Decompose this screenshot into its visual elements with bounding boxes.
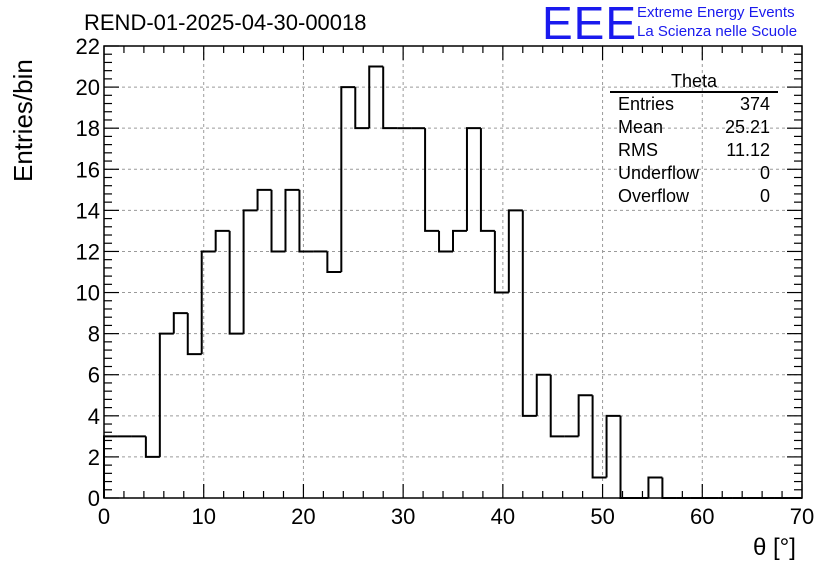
histogram-bin bbox=[591, 395, 607, 479]
histogram-bin bbox=[577, 394, 593, 437]
y-tick-label: 0 bbox=[88, 486, 100, 511]
histogram-bin bbox=[452, 229, 467, 252]
x-tick-label: 10 bbox=[191, 504, 215, 529]
histogram-bin bbox=[284, 188, 300, 252]
grid-lines bbox=[104, 46, 802, 498]
histogram-bin bbox=[326, 251, 342, 273]
histogram-bin bbox=[521, 210, 537, 417]
x-tick-label: 60 bbox=[690, 504, 714, 529]
y-tick-label: 10 bbox=[76, 281, 100, 306]
tick-labels: 0 10 20 30 40 50 60 70 0 2 4 6 8 10 12 14 16 18 20 22 bbox=[76, 34, 815, 529]
eee-logo: EEE bbox=[542, 0, 638, 49]
stats-label: Entries bbox=[618, 94, 675, 114]
y-tick-label: 2 bbox=[88, 445, 100, 470]
histogram-bin bbox=[158, 332, 174, 457]
stats-row: Overflow 0 bbox=[610, 185, 778, 208]
stats-value: 25.21 bbox=[724, 117, 770, 137]
y-tick-label: 16 bbox=[76, 157, 100, 182]
plot-frame bbox=[103, 45, 803, 499]
stats-label: Underflow bbox=[618, 163, 700, 183]
stats-row: Underflow 0 bbox=[610, 162, 778, 185]
histogram-bin bbox=[354, 87, 370, 130]
histogram-bin bbox=[479, 128, 495, 232]
y-tick-label: 22 bbox=[76, 34, 100, 59]
histogram-bin bbox=[493, 230, 509, 294]
x-tick-label: 20 bbox=[291, 504, 315, 529]
y-tick-label: 8 bbox=[88, 322, 100, 347]
histogram-bin bbox=[256, 188, 272, 211]
histogram-bin bbox=[103, 435, 118, 498]
histogram-bin bbox=[647, 476, 663, 498]
stats-label: Mean bbox=[618, 117, 664, 137]
stats-value: 11.12 bbox=[726, 140, 770, 160]
x-tick-label: 0 bbox=[98, 504, 110, 529]
histogram-bin bbox=[186, 313, 202, 356]
y-tick-label: 6 bbox=[88, 363, 100, 388]
x-tick-label: 50 bbox=[590, 504, 614, 529]
x-tick-label: 70 bbox=[790, 504, 814, 529]
stats-label: RMS bbox=[618, 140, 658, 160]
histogram-bin bbox=[507, 209, 523, 293]
histogram-bin bbox=[661, 477, 677, 499]
chart-title: REND-01-2025-04-30-00018 bbox=[84, 10, 367, 35]
histogram-bin bbox=[228, 230, 244, 335]
histogram-bin bbox=[424, 128, 440, 232]
x-tick-label: 30 bbox=[391, 504, 415, 529]
histogram-bin bbox=[535, 373, 551, 416]
histogram-bin bbox=[214, 229, 230, 252]
stats-rows: Entries 374 Mean 25.21 RMS 11.12 Underflow 0 Ove… bbox=[610, 93, 778, 208]
stats-row: RMS 11.12 bbox=[610, 139, 778, 162]
y-tick-label: 4 bbox=[88, 404, 100, 429]
stats-row: Mean 25.21 bbox=[610, 116, 778, 139]
stats-box: Theta Entries 374 Mean 25.21 RMS 11.12 Underfl… bbox=[610, 72, 778, 208]
histogram-bin bbox=[465, 127, 481, 231]
logo-caption: Extreme Energy Events La Scienza nelle S… bbox=[637, 3, 797, 41]
histogram-bin bbox=[298, 189, 314, 253]
histogram-bin bbox=[270, 189, 286, 253]
histogram-bin bbox=[549, 374, 565, 438]
histogram-bin bbox=[144, 436, 160, 458]
histogram-bin bbox=[340, 86, 356, 272]
histogram-bin bbox=[438, 230, 453, 253]
stats-row: Entries 374 bbox=[610, 93, 778, 116]
logo-line-1: Extreme Energy Events bbox=[637, 4, 795, 21]
y-tick-label: 14 bbox=[76, 198, 100, 223]
y-tick-label: 20 bbox=[76, 75, 100, 100]
y-tick-label: 12 bbox=[76, 239, 100, 264]
stats-value: 0 bbox=[759, 163, 770, 183]
histogram-bin bbox=[242, 209, 258, 334]
stats-value: 0 bbox=[759, 186, 770, 206]
histogram-bin bbox=[605, 414, 621, 478]
histogram-bin bbox=[382, 66, 398, 130]
logo-line-2: La Scienza nelle Scuole bbox=[637, 23, 798, 40]
histogram-bin bbox=[200, 250, 216, 355]
histogram-bars bbox=[103, 65, 802, 499]
stats-label: Overflow bbox=[618, 186, 690, 206]
x-axis-label: θ [°] bbox=[753, 534, 796, 561]
x-tick-label: 40 bbox=[491, 504, 515, 529]
histogram-bin bbox=[368, 65, 384, 129]
tick-marks bbox=[103, 45, 803, 499]
y-axis-label: Entries/bin bbox=[8, 59, 38, 182]
stats-value: 374 bbox=[739, 94, 770, 114]
stats-title: Theta bbox=[610, 72, 778, 93]
histogram-bin bbox=[172, 312, 188, 334]
y-tick-label: 18 bbox=[76, 116, 100, 141]
axes bbox=[103, 45, 803, 499]
